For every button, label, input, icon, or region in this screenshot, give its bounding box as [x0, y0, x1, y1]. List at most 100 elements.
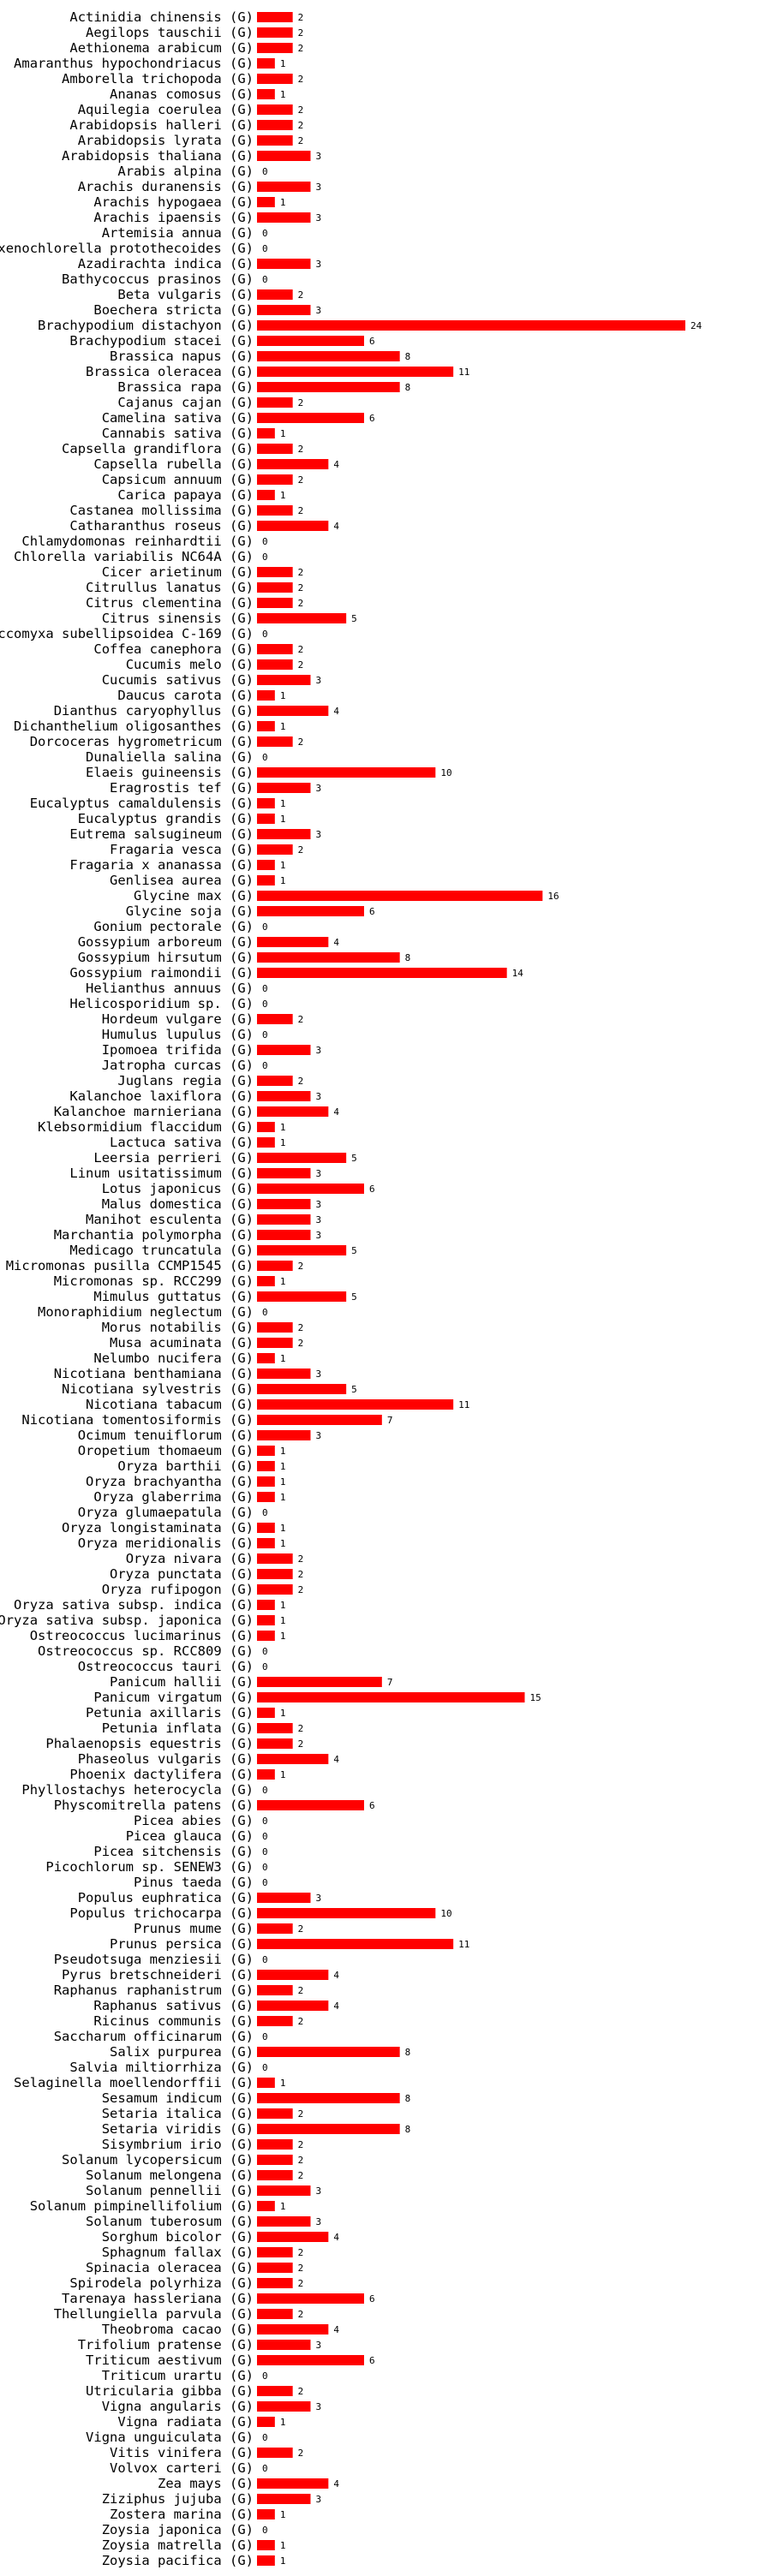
- value-label: 1: [280, 798, 286, 809]
- category-label: Capsella grandiflora (G): [62, 441, 254, 456]
- value-label: 2: [298, 27, 304, 39]
- category-label: Auxenochlorella protothecoides (G): [0, 241, 254, 256]
- value-label: 3: [316, 1430, 322, 1441]
- category-label: Sisymbrium irio (G): [102, 2137, 254, 2152]
- category-label: Zoysia matrella (G): [102, 2537, 254, 2553]
- category-label: Triticum urartu (G): [102, 2368, 254, 2383]
- category-label: Triticum aestivum (G): [86, 2352, 254, 2368]
- bar: [257, 690, 275, 701]
- value-label: 1: [280, 814, 286, 825]
- bar: [257, 1291, 347, 1302]
- category-label: Brassica oleracea (G): [86, 364, 254, 379]
- category-label: Tarenaya hassleriana (G): [62, 2291, 254, 2306]
- value-label: 5: [351, 1384, 357, 1395]
- category-label: Vigna radiata (G): [117, 2414, 254, 2430]
- value-labels: 2221212223031300302324681182612421240022…: [262, 12, 702, 2567]
- category-label: Arabidopsis thaliana (G): [62, 148, 254, 164]
- category-label: Nicotiana tomentosiformis (G): [21, 1412, 254, 1428]
- category-label: Daucus carota (G): [117, 688, 254, 703]
- bar: [257, 289, 293, 300]
- category-labels: Actinidia chinensis (G)Aegilops tauschii…: [0, 9, 254, 2568]
- bar: [257, 1384, 347, 1394]
- value-label: 3: [316, 259, 322, 270]
- value-label: 4: [333, 1106, 339, 1118]
- category-label: Petunia inflata (G): [102, 1720, 254, 1736]
- bar: [257, 2170, 293, 2180]
- value-label: 3: [316, 305, 322, 316]
- bar: [257, 1199, 311, 1209]
- bar: [257, 1523, 275, 1533]
- category-label: Citrus clementina (G): [86, 595, 254, 611]
- bar: [257, 320, 685, 331]
- value-label: 5: [351, 1153, 357, 1164]
- category-label: Selaginella moellendorffii (G): [14, 2075, 254, 2090]
- category-label: Zea mays (G): [158, 2476, 254, 2491]
- category-label: Fragaria x ananassa (G): [69, 857, 254, 873]
- bar: [257, 767, 436, 778]
- bar: [257, 2478, 329, 2489]
- category-label: Brassica napus (G): [110, 349, 254, 364]
- category-label: Fragaria vesca (G): [110, 842, 254, 857]
- value-label: 7: [387, 1415, 393, 1426]
- bar: [257, 1492, 275, 1502]
- bar: [257, 474, 293, 485]
- value-label: 0: [262, 1846, 268, 1857]
- bar: [257, 2340, 311, 2350]
- value-label: 11: [458, 367, 469, 378]
- bar: [257, 1615, 275, 1625]
- value-label: 3: [316, 2185, 322, 2197]
- category-label: Morus notabilis (G): [102, 1320, 254, 1335]
- value-label: 4: [333, 706, 339, 717]
- bar: [257, 2232, 329, 2242]
- value-label: 2: [298, 397, 304, 408]
- category-label: Pinus taeda (G): [134, 1875, 254, 1890]
- category-label: Kalanchoe laxiflora (G): [69, 1088, 254, 1104]
- category-label: Brachypodium stacei (G): [69, 333, 254, 349]
- category-label: Picea abies (G): [134, 1813, 254, 1828]
- value-label: 1: [280, 1276, 286, 1287]
- bar: [257, 706, 329, 716]
- category-label: Chlamydomonas reinhardtii (G): [21, 534, 254, 549]
- value-label: 2: [298, 2309, 304, 2320]
- bar: [257, 1230, 311, 1240]
- value-label: 1: [280, 1461, 286, 1472]
- bar: [257, 212, 311, 223]
- category-label: Solanum pennellii (G): [86, 2183, 254, 2198]
- value-label: 2: [298, 2247, 304, 2258]
- category-label: Solanum pimpinellifolium (G): [30, 2198, 254, 2214]
- bar: [257, 1631, 275, 1641]
- category-label: Hordeum vulgare (G): [102, 1011, 254, 1027]
- value-label: 4: [333, 1970, 339, 1981]
- bar: [257, 644, 293, 654]
- bar: [257, 490, 275, 500]
- category-label: Vigna unguiculata (G): [86, 2430, 254, 2445]
- value-label: 1: [280, 2417, 286, 2428]
- category-label: Salix purpurea (G): [110, 2044, 254, 2060]
- category-label: Phaseolus vulgaris (G): [78, 1751, 254, 1767]
- value-label: 10: [440, 767, 451, 778]
- category-label: Coffea canephora (G): [93, 641, 254, 657]
- value-label: 3: [316, 182, 322, 193]
- value-label: 0: [262, 983, 268, 994]
- category-label: Oryza sativa subsp. indica (G): [14, 1597, 254, 1613]
- category-label: Vigna angularis (G): [102, 2399, 254, 2414]
- category-label: Pseudotsuga menziesii (G): [54, 1952, 254, 1967]
- bar: [257, 413, 364, 423]
- category-label: Eutrema salsugineum (G): [69, 826, 254, 842]
- bar: [257, 1893, 311, 1903]
- bars: [257, 12, 685, 2566]
- category-label: Lotus japonicus (G): [102, 1181, 254, 1196]
- category-label: Boechera stricta (G): [93, 302, 254, 318]
- value-label: 2: [298, 104, 304, 116]
- bar: [257, 2509, 275, 2519]
- bar: [257, 2355, 364, 2365]
- value-label: 3: [316, 1368, 322, 1380]
- bar: [257, 2494, 311, 2504]
- bar: [257, 459, 329, 469]
- category-label: Genlisea aurea (G): [110, 873, 254, 888]
- value-label: 3: [316, 1893, 322, 1904]
- category-label: Cucumis sativus (G): [102, 672, 254, 688]
- value-label: 2: [298, 1723, 304, 1734]
- category-label: Oryza rufipogon (G): [102, 1582, 254, 1597]
